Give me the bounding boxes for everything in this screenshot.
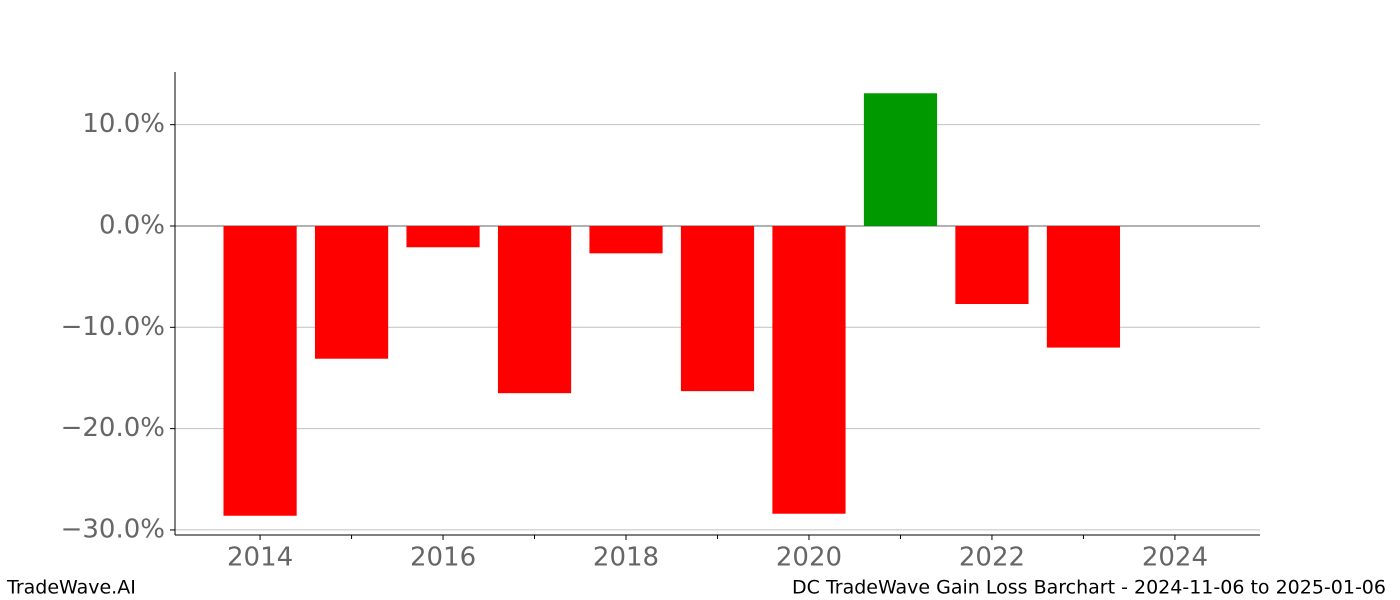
y-tick-label: −10.0% [61,312,165,342]
bar [314,225,389,359]
y-tick-label: −20.0% [61,413,165,443]
bar [863,93,938,226]
y-tick-label: 0.0% [99,210,165,240]
x-tick-label: 2016 [410,543,476,573]
bar [589,225,663,254]
y-tick-label: 10.0% [82,109,165,139]
bar [1046,225,1121,348]
footer-right: DC TradeWave Gain Loss Barchart - 2024-1… [792,577,1386,599]
x-tick-label: 2020 [776,543,842,573]
x-tick-label: 2018 [593,543,659,573]
bar [955,225,1029,305]
bar [772,225,846,514]
x-tick-label: 2022 [959,543,1025,573]
bar [680,225,755,392]
bar [406,225,480,248]
x-tick-label: 2024 [1142,543,1208,573]
bar [497,225,572,394]
y-tick-label: −30.0% [61,514,165,544]
bar [223,225,297,516]
x-tick-label: 2014 [227,543,293,573]
footer-left: TradeWave.AI [6,577,136,599]
